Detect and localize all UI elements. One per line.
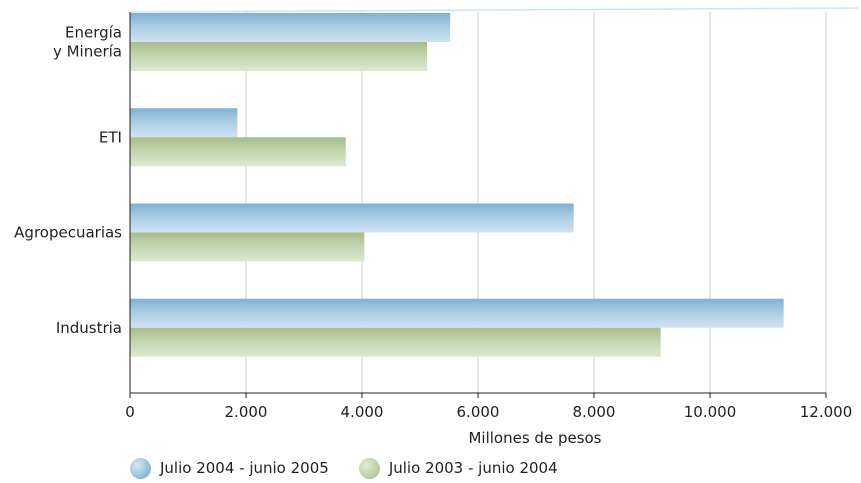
x-tick-label-4: 8.000 [573,403,616,421]
x-tick-label-5: 10.000 [684,403,737,421]
category-label-0-line-1: y Minería [53,43,122,61]
bar-2-series-0 [130,203,574,233]
category-label-2-line-0: Agropecuarias [14,224,122,242]
x-tick-label-0: 0 [125,403,135,421]
category-label-3: Industria [56,319,122,337]
legend-label-series-1: Julio 2003 - junio 2004 [388,459,558,477]
legend-item-series-1: Julio 2003 - junio 2004 [358,457,558,479]
x-tick-label-1: 2.000 [225,403,268,421]
x-tick-label-2: 4.000 [341,403,384,421]
top-border-line [129,7,859,13]
category-label-0: Energía y Minería [53,24,122,61]
legend: Julio 2004 - junio 2005 Julio 2003 - jun… [130,456,588,480]
category-label-1-line-0: ETI [99,128,122,146]
labels-group: 0 2.000 4.000 6.000 8.000 10.000 12.000 Energía… [14,24,852,422]
legend-item-series-0: Julio 2004 - junio 2005 [130,457,329,479]
x-tick-label-3: 6.000 [457,403,500,421]
axes-group [129,12,827,398]
bar-1-series-0 [130,108,238,138]
bars-group [130,13,784,357]
bar-0-series-1 [130,42,427,71]
legend-swatch-series-1 [358,457,380,479]
bar-2-series-1 [130,232,365,262]
x-tick-label-6: 12.000 [800,403,853,421]
category-label-2: Agropecuarias [14,224,122,242]
bar-3-series-0 [130,298,784,328]
category-label-3-line-0: Industria [56,319,122,337]
category-label-1: ETI [99,128,122,146]
bar-3-series-1 [130,327,661,357]
legend-label-series-0: Julio 2004 - junio 2005 [160,459,329,477]
bar-0-series-0 [130,13,451,42]
x-axis-title: Millones de pesos [468,429,601,447]
legend-swatch-series-0 [130,457,151,479]
category-label-0-line-0: Energía [65,24,122,42]
gridlines [129,7,859,393]
bar-1-series-1 [130,137,346,167]
